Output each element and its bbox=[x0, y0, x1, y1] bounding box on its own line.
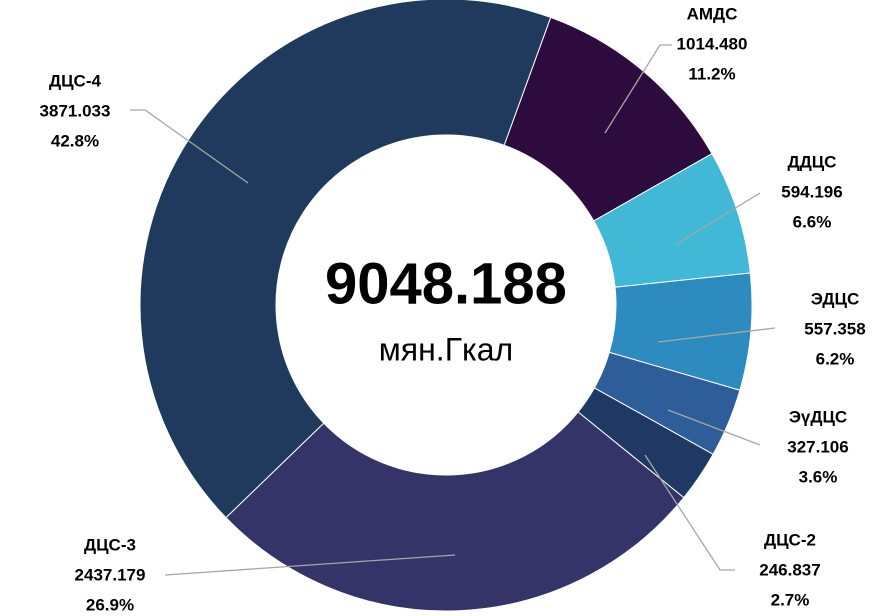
slice-percent: 26.9% bbox=[86, 595, 134, 614]
unit-label: мян.Гкал bbox=[379, 331, 513, 367]
slice-value: 1014.480 bbox=[677, 34, 748, 53]
slice-value: 557.358 bbox=[804, 319, 865, 338]
slice-category: ЭДЦС bbox=[811, 289, 859, 308]
leader-line bbox=[164, 554, 456, 576]
slice-percent: 42.8% bbox=[51, 131, 99, 150]
slice-percent: 6.2% bbox=[816, 349, 855, 368]
slice-category: ДДЦС bbox=[788, 152, 837, 171]
slice-value: 3871.033 bbox=[40, 101, 111, 120]
slice-category: ДЦС-4 bbox=[49, 71, 101, 90]
leader-line bbox=[644, 454, 735, 571]
total-value: 9048.188 bbox=[325, 251, 567, 316]
slice-value: 327.106 bbox=[787, 437, 848, 456]
leader-line bbox=[657, 327, 776, 343]
slice-percent: 2.7% bbox=[771, 590, 810, 609]
slice-percent: 3.6% bbox=[799, 467, 838, 486]
slice-value: 246.837 bbox=[759, 560, 820, 579]
leader-line bbox=[130, 109, 249, 184]
donut-slice bbox=[225, 411, 685, 612]
slice-category: АМДС bbox=[687, 4, 738, 23]
slice-percent: 6.6% bbox=[793, 212, 832, 231]
slice-value: 2437.179 bbox=[75, 565, 146, 584]
slice-value: 594.196 bbox=[781, 182, 842, 201]
leader-line bbox=[667, 409, 761, 446]
slice-category: ЭүДЦС bbox=[789, 407, 847, 426]
leader-line bbox=[604, 44, 672, 134]
slice-category: ДЦС-2 bbox=[764, 530, 816, 549]
donut-slice bbox=[139, 0, 552, 519]
leader-line bbox=[674, 192, 761, 246]
slice-category: ДЦС-3 bbox=[84, 535, 136, 554]
slice-percent: 11.2% bbox=[688, 64, 735, 83]
